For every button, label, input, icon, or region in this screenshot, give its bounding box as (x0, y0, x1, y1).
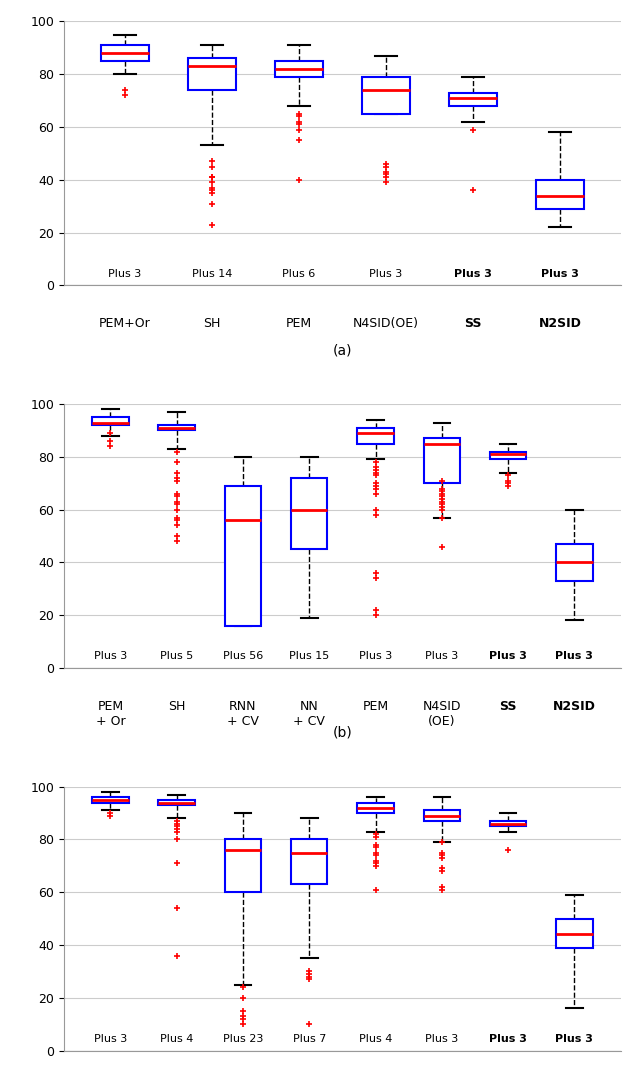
Bar (424, 810, 460, 821)
Text: Plus 3: Plus 3 (369, 269, 403, 279)
Text: SS: SS (464, 317, 482, 330)
Text: Plus 15: Plus 15 (289, 652, 330, 661)
Bar (188, 58, 236, 90)
Text: Plus 23: Plus 23 (223, 1034, 263, 1044)
Text: (b): (b) (333, 726, 352, 740)
Bar (225, 486, 261, 626)
Text: Plus 3: Plus 3 (359, 652, 392, 661)
Bar (362, 77, 410, 114)
Text: SH: SH (168, 700, 186, 713)
Text: NN
+ CV: NN + CV (293, 700, 325, 728)
Bar (357, 803, 394, 813)
Text: Plus 14: Plus 14 (192, 269, 232, 279)
Text: Plus 56: Plus 56 (223, 652, 263, 661)
Bar (536, 180, 584, 209)
Bar (92, 798, 129, 803)
Text: RNN
+ CV: RNN + CV (227, 700, 259, 728)
Text: Plus 3: Plus 3 (556, 652, 593, 661)
Bar (357, 428, 394, 444)
Text: Plus 3: Plus 3 (425, 1034, 458, 1044)
Bar (291, 478, 328, 549)
Text: N2SID: N2SID (553, 700, 596, 713)
Bar (490, 451, 526, 460)
Text: Plus 3: Plus 3 (94, 1034, 127, 1044)
Text: PEM: PEM (362, 700, 388, 713)
Text: PEM: PEM (286, 317, 312, 330)
Bar (291, 839, 328, 884)
Text: SH: SH (204, 317, 221, 330)
Text: (a): (a) (333, 343, 352, 357)
Bar (424, 438, 460, 483)
Text: Plus 3: Plus 3 (541, 269, 579, 279)
Text: Plus 3: Plus 3 (489, 652, 527, 661)
Text: PEM+Or: PEM+Or (99, 317, 151, 330)
Text: N4SID(OE): N4SID(OE) (353, 317, 419, 330)
Text: Plus 3: Plus 3 (425, 652, 458, 661)
Text: Plus 4: Plus 4 (160, 1034, 193, 1044)
Text: Plus 6: Plus 6 (282, 269, 316, 279)
Text: Plus 3: Plus 3 (94, 652, 127, 661)
Text: SS: SS (499, 700, 517, 713)
Text: N4SID
(OE): N4SID (OE) (422, 700, 461, 728)
Bar (449, 92, 497, 106)
Text: PEM
+ Or: PEM + Or (95, 700, 125, 728)
Bar (225, 839, 261, 892)
Text: Plus 3: Plus 3 (454, 269, 492, 279)
Bar (92, 417, 129, 426)
Text: Plus 7: Plus 7 (292, 1034, 326, 1044)
Bar (101, 45, 149, 61)
Bar (275, 61, 323, 77)
Bar (159, 426, 195, 431)
Bar (556, 544, 593, 581)
Text: Plus 5: Plus 5 (160, 652, 193, 661)
Bar (556, 919, 593, 948)
Bar (490, 821, 526, 827)
Text: Plus 3: Plus 3 (489, 1034, 527, 1044)
Text: Plus 3: Plus 3 (108, 269, 141, 279)
Bar (159, 800, 195, 805)
Text: N2SID: N2SID (538, 317, 581, 330)
Text: Plus 3: Plus 3 (556, 1034, 593, 1044)
Text: Plus 4: Plus 4 (359, 1034, 392, 1044)
